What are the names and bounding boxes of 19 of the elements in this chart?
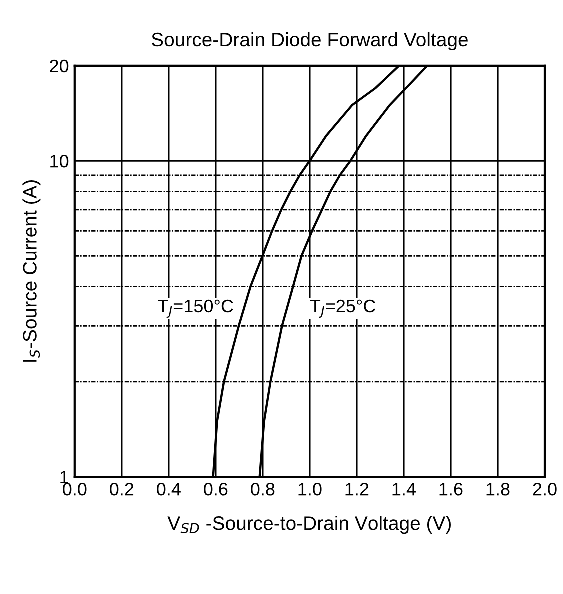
series-label: T$_{J}$=25°C — [310, 300, 376, 318]
x-tick-label: 0.8 — [251, 483, 275, 496]
x-axis-title: V$_{SD}$ -Source-to-Drain Voltage (V) — [168, 516, 451, 534]
chart-title: Source-Drain Diode Forward Voltage — [152, 32, 468, 51]
y-axis-title: I$_{S}$-Source Current (A) — [22, 180, 41, 362]
x-tick-label: 2.0 — [533, 483, 557, 496]
x-tick-label: 0.4 — [157, 483, 181, 496]
x-tick-label: 1.2 — [346, 483, 369, 496]
series-label: T$_{J}$=150°C — [158, 300, 234, 318]
x-tick-label: 0.2 — [110, 483, 134, 496]
x-tick-label: 1.4 — [392, 483, 416, 496]
x-tick-label: 1.0 — [298, 483, 322, 496]
x-tick-label: 0.6 — [204, 483, 228, 496]
x-tick-label: 1.8 — [486, 483, 510, 496]
y-tick-label: 1 — [60, 471, 68, 484]
x-tick-label: 1.6 — [440, 483, 463, 496]
x-tick-label: 0.0 — [63, 483, 87, 496]
y-tick-label: 10 — [50, 154, 69, 168]
y-tick-label: 20 — [50, 60, 69, 73]
